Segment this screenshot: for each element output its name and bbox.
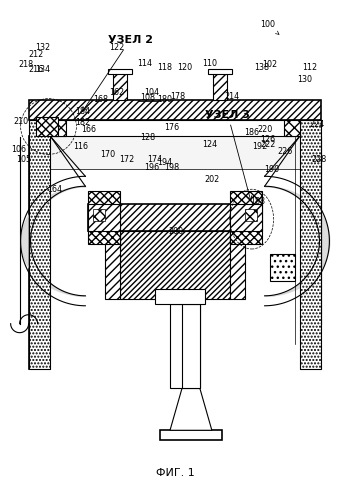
Text: 168: 168 <box>93 95 108 104</box>
Text: 180: 180 <box>158 95 173 104</box>
Text: 184: 184 <box>75 107 90 116</box>
Polygon shape <box>105 231 120 299</box>
Text: 164: 164 <box>47 185 62 194</box>
Text: 120: 120 <box>177 63 192 72</box>
Text: 134: 134 <box>35 65 50 74</box>
Text: 176: 176 <box>164 123 180 132</box>
Text: 106: 106 <box>11 145 26 154</box>
Text: 220: 220 <box>257 125 272 134</box>
Polygon shape <box>300 120 321 369</box>
Text: 170: 170 <box>100 150 115 159</box>
Polygon shape <box>170 304 200 388</box>
Polygon shape <box>88 191 120 244</box>
Polygon shape <box>208 69 232 74</box>
Text: 198: 198 <box>164 163 180 172</box>
Text: 130: 130 <box>297 75 312 84</box>
Text: 110: 110 <box>202 59 217 68</box>
Text: 182: 182 <box>75 118 90 127</box>
Polygon shape <box>170 388 212 430</box>
Text: 100: 100 <box>260 20 279 34</box>
Text: 192: 192 <box>252 142 267 151</box>
Polygon shape <box>245 209 257 221</box>
Polygon shape <box>182 304 200 388</box>
Text: 214: 214 <box>224 92 239 101</box>
Text: 108: 108 <box>141 93 156 102</box>
Text: 224: 224 <box>310 120 325 129</box>
Polygon shape <box>50 120 300 136</box>
Text: 166: 166 <box>81 125 96 134</box>
Polygon shape <box>230 191 262 244</box>
Text: 216: 216 <box>28 65 43 74</box>
Polygon shape <box>50 136 300 169</box>
Polygon shape <box>230 231 245 299</box>
Polygon shape <box>108 69 132 74</box>
Polygon shape <box>113 72 127 100</box>
Text: 124: 124 <box>202 140 217 149</box>
Text: 132: 132 <box>35 43 50 52</box>
Polygon shape <box>50 120 66 136</box>
Text: 104: 104 <box>145 88 160 97</box>
Polygon shape <box>88 204 262 231</box>
Text: ФИГ. 1: ФИГ. 1 <box>156 468 194 478</box>
Text: 186: 186 <box>244 128 259 137</box>
Text: 174: 174 <box>147 155 163 164</box>
Text: 194: 194 <box>158 158 173 167</box>
Text: 114: 114 <box>138 59 153 68</box>
Polygon shape <box>160 430 222 440</box>
Text: 102: 102 <box>262 60 277 69</box>
Text: 218: 218 <box>18 60 33 69</box>
Text: 112: 112 <box>302 63 317 72</box>
Polygon shape <box>284 120 300 136</box>
Text: 212: 212 <box>28 50 43 59</box>
Text: 210: 210 <box>13 117 28 126</box>
Polygon shape <box>120 231 230 299</box>
Text: 196: 196 <box>145 163 160 172</box>
Text: 228: 228 <box>312 155 327 164</box>
Polygon shape <box>213 72 227 100</box>
Text: 226: 226 <box>277 147 292 156</box>
Text: УЗЕЛ 3: УЗЕЛ 3 <box>205 110 252 201</box>
Polygon shape <box>155 289 205 304</box>
Polygon shape <box>29 120 50 369</box>
Text: 116: 116 <box>73 142 88 151</box>
Text: 222: 222 <box>260 140 275 149</box>
Text: 162: 162 <box>108 88 124 97</box>
Text: 200: 200 <box>168 227 183 236</box>
Polygon shape <box>93 209 105 221</box>
Text: 190: 190 <box>264 165 279 174</box>
Polygon shape <box>230 204 262 231</box>
Text: 202: 202 <box>204 175 219 184</box>
Text: 178: 178 <box>170 92 186 101</box>
Text: 128: 128 <box>141 133 156 142</box>
Text: УЗЕЛ 2: УЗЕЛ 2 <box>83 35 153 111</box>
Text: 172: 172 <box>120 155 135 164</box>
Polygon shape <box>270 254 294 281</box>
Polygon shape <box>36 117 58 136</box>
Text: 122: 122 <box>110 43 125 52</box>
Polygon shape <box>88 204 120 231</box>
Text: 118: 118 <box>158 63 173 72</box>
Polygon shape <box>29 100 321 120</box>
Text: 105: 105 <box>16 155 31 164</box>
Text: 138: 138 <box>254 63 269 72</box>
Text: 188: 188 <box>250 197 265 206</box>
Text: 126: 126 <box>260 135 275 144</box>
